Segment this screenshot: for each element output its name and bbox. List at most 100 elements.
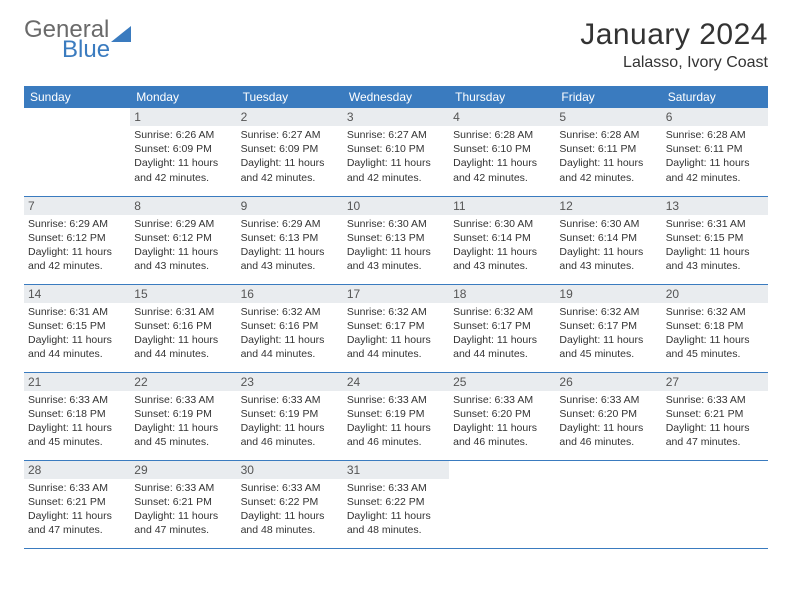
day-number: 23 (237, 373, 343, 391)
weekday-header: Thursday (449, 86, 555, 108)
day-number: 17 (343, 285, 449, 303)
calendar-day-cell: 25Sunrise: 6:33 AMSunset: 6:20 PMDayligh… (449, 372, 555, 460)
calendar-day-cell (24, 108, 130, 196)
sunrise-text: Sunrise: 6:28 AM (666, 128, 764, 142)
sunset-text: Sunset: 6:20 PM (559, 407, 657, 421)
calendar-day-cell: 20Sunrise: 6:32 AMSunset: 6:18 PMDayligh… (662, 284, 768, 372)
daylight-text: Daylight: 11 hours and 44 minutes. (347, 333, 445, 361)
calendar-day-cell: 19Sunrise: 6:32 AMSunset: 6:17 PMDayligh… (555, 284, 661, 372)
daylight-text: Daylight: 11 hours and 46 minutes. (559, 421, 657, 449)
calendar-day-cell: 6Sunrise: 6:28 AMSunset: 6:11 PMDaylight… (662, 108, 768, 196)
sunrise-text: Sunrise: 6:28 AM (559, 128, 657, 142)
day-number: 27 (662, 373, 768, 391)
day-number: 7 (24, 197, 130, 215)
day-number: 14 (24, 285, 130, 303)
calendar-day-cell: 26 Sunrise: 6:33 AMSunset: 6:20 PMDayligh… (555, 372, 661, 460)
calendar-day-cell: 10Sunrise: 6:30 AMSunset: 6:13 PMDayligh… (343, 196, 449, 284)
sunrise-text: Sunrise: 6:32 AM (453, 305, 551, 319)
daylight-text: Daylight: 11 hours and 42 minutes. (241, 156, 339, 184)
sunrise-text: Sunrise: 6:30 AM (559, 217, 657, 231)
daylight-text: Daylight: 11 hours and 43 minutes. (241, 245, 339, 273)
day-number: 20 (662, 285, 768, 303)
sunset-text: Sunset: 6:15 PM (28, 319, 126, 333)
daylight-text: Daylight: 11 hours and 46 minutes. (347, 421, 445, 449)
day-number: 2 (237, 108, 343, 126)
day-number: 26 (555, 373, 661, 391)
sunset-text: Sunset: 6:09 PM (241, 142, 339, 156)
day-number: 1 (130, 108, 236, 126)
day-number: 3 (343, 108, 449, 126)
sunrise-text: Sunrise: 6:33 AM (347, 481, 445, 495)
day-number: 11 (449, 197, 555, 215)
calendar-day-cell: 17 Sunrise: 6:32 AMSunset: 6:17 PMDayligh… (343, 284, 449, 372)
month-title: January 2024 (580, 18, 768, 52)
day-number: 12 (555, 197, 661, 215)
sunset-text: Sunset: 6:16 PM (134, 319, 232, 333)
calendar-week-row: 1Sunrise: 6:26 AMSunset: 6:09 PMDaylight… (24, 108, 768, 196)
weekday-header: Tuesday (237, 86, 343, 108)
calendar-day-cell: 21Sunrise: 6:33 AMSunset: 6:18 PMDayligh… (24, 372, 130, 460)
sunrise-text: Sunrise: 6:27 AM (347, 128, 445, 142)
sunrise-text: Sunrise: 6:32 AM (347, 305, 445, 319)
day-number: 9 (237, 197, 343, 215)
sunrise-text: Sunrise: 6:31 AM (666, 217, 764, 231)
calendar-body: 1Sunrise: 6:26 AMSunset: 6:09 PMDaylight… (24, 108, 768, 548)
daylight-text: Daylight: 11 hours and 43 minutes. (666, 245, 764, 273)
sunrise-text: Sunrise: 6:32 AM (241, 305, 339, 319)
day-number: 24 (343, 373, 449, 391)
sunset-text: Sunset: 6:19 PM (241, 407, 339, 421)
calendar-week-row: 28Sunrise: 6:33 AMSunset: 6:21 PMDayligh… (24, 460, 768, 548)
calendar-week-row: 7Sunrise: 6:29 AMSunset: 6:12 PMDaylight… (24, 196, 768, 284)
calendar-day-cell: 8Sunrise: 6:29 AMSunset: 6:12 PMDaylight… (130, 196, 236, 284)
daylight-text: Daylight: 11 hours and 44 minutes. (241, 333, 339, 361)
calendar-week-row: 14 Sunrise: 6:31 AM Sunset: 6:15 PM Dayligh… (24, 284, 768, 372)
calendar-day-cell (555, 460, 661, 548)
weekday-header: Friday (555, 86, 661, 108)
sunset-text: Sunset: 6:22 PM (241, 495, 339, 509)
day-number: 4 (449, 108, 555, 126)
calendar-day-cell: 2Sunrise: 6:27 AMSunset: 6:09 PMDaylight… (237, 108, 343, 196)
daylight-text: Daylight: 11 hours and 46 minutes. (453, 421, 551, 449)
sunrise-text: Sunrise: 6:33 AM (241, 393, 339, 407)
day-number: 16 (237, 285, 343, 303)
sunrise-text: Sunrise: 6:31 AM (134, 305, 232, 319)
calendar-day-cell: 9Sunrise: 6:29 AMSunset: 6:13 PMDaylight… (237, 196, 343, 284)
sunrise-text: Sunrise: 6:33 AM (453, 393, 551, 407)
title-block: January 2024 Lalasso, Ivory Coast (580, 18, 768, 72)
calendar-day-cell: 13Sunrise: 6:31 AMSunset: 6:15 PMDayligh… (662, 196, 768, 284)
calendar-day-cell: 22Sunrise: 6:33 AMSunset: 6:19 PMDayligh… (130, 372, 236, 460)
calendar-table: SundayMondayTuesdayWednesdayThursdayFrid… (24, 86, 768, 549)
sunset-text: Sunset: 6:10 PM (347, 142, 445, 156)
calendar-header-row: SundayMondayTuesdayWednesdayThursdayFrid… (24, 86, 768, 108)
daylight-text: Daylight: 11 hours and 42 minutes. (28, 245, 126, 273)
daylight-text: Daylight: 11 hours and 48 minutes. (347, 509, 445, 537)
sunrise-text: Sunrise: 6:28 AM (453, 128, 551, 142)
daylight-text: Daylight: 11 hours and 45 minutes. (134, 421, 232, 449)
sunset-text: Sunset: 6:13 PM (347, 231, 445, 245)
calendar-day-cell: 29Sunrise: 6:33 AMSunset: 6:21 PMDayligh… (130, 460, 236, 548)
sunrise-text: Sunrise: 6:33 AM (241, 481, 339, 495)
sunset-text: Sunset: 6:13 PM (241, 231, 339, 245)
day-number: 6 (662, 108, 768, 126)
calendar-day-cell: 18Sunrise: 6:32 AMSunset: 6:17 PMDayligh… (449, 284, 555, 372)
sunrise-text: Sunrise: 6:33 AM (559, 393, 657, 407)
sunset-text: Sunset: 6:17 PM (559, 319, 657, 333)
sunset-text: Sunset: 6:11 PM (559, 142, 657, 156)
sunset-text: Sunset: 6:12 PM (134, 231, 232, 245)
daylight-text: Daylight: 11 hours and 43 minutes. (559, 245, 657, 273)
sunset-text: Sunset: 6:18 PM (666, 319, 764, 333)
sunset-text: Sunset: 6:16 PM (241, 319, 339, 333)
sunset-text: Sunset: 6:19 PM (134, 407, 232, 421)
daylight-text: Daylight: 11 hours and 42 minutes. (134, 156, 232, 184)
daylight-text: Daylight: 11 hours and 45 minutes. (559, 333, 657, 361)
day-number: 5 (555, 108, 661, 126)
sunrise-text: Sunrise: 6:33 AM (28, 481, 126, 495)
sunset-text: Sunset: 6:17 PM (347, 319, 445, 333)
day-number: 29 (130, 461, 236, 479)
calendar-day-cell: 12Sunrise: 6:30 AMSunset: 6:14 PMDayligh… (555, 196, 661, 284)
daylight-text: Daylight: 11 hours and 42 minutes. (347, 156, 445, 184)
calendar-day-cell: 1Sunrise: 6:26 AMSunset: 6:09 PMDaylight… (130, 108, 236, 196)
sunset-text: Sunset: 6:14 PM (453, 231, 551, 245)
sunrise-text: Sunrise: 6:32 AM (559, 305, 657, 319)
daylight-text: Daylight: 11 hours and 47 minutes. (666, 421, 764, 449)
